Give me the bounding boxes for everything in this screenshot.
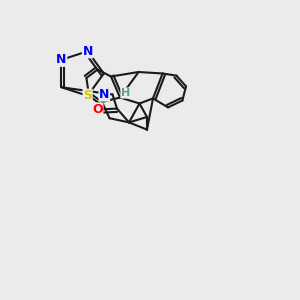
Text: N: N	[99, 88, 110, 101]
Text: N: N	[82, 45, 93, 58]
Text: O: O	[92, 103, 103, 116]
Text: H: H	[121, 88, 130, 98]
Text: S: S	[83, 89, 92, 102]
Text: N: N	[56, 53, 67, 66]
